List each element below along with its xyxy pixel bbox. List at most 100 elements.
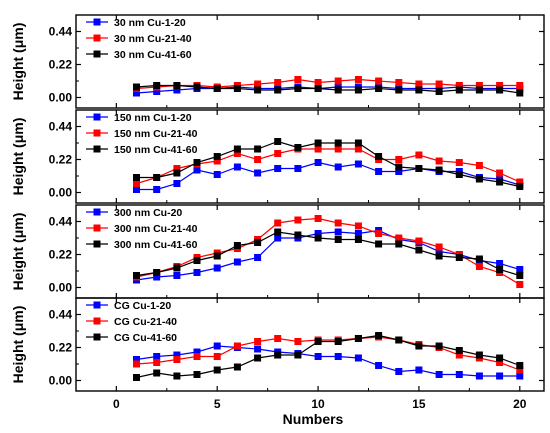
x-tick-label: 0 [113,397,120,411]
legend-label: CG Cu-21-40 [114,316,177,328]
x-axis-title: Numbers [283,411,344,427]
data-point [133,374,140,381]
data-point [455,171,463,178]
data-point [415,366,423,374]
data-point [233,363,241,371]
data-point [233,145,241,153]
data-point [375,240,383,248]
data-point [496,354,504,362]
data-point [254,239,262,246]
data-point [254,80,262,88]
data-point [153,273,161,281]
y-tick-label: 0.44 [49,308,73,322]
data-point [334,86,342,94]
panels-layer: 0.00 0.22 0.44 Height (μm) 30 nm Cu-1-20 30 n… [10,14,545,411]
data-point [415,165,423,172]
data-point [274,228,282,236]
data-point [213,85,221,92]
y-tick-label: 0.00 [49,91,73,105]
data-point [375,332,383,339]
data-point [415,80,423,88]
data-point [435,248,443,255]
data-point [274,165,282,172]
legend-label: 30 nm Cu-41-60 [114,49,192,61]
data-point [314,353,322,360]
data-point [455,254,463,261]
legend-label: 300 nm Cu-20 [114,207,182,219]
data-point [415,246,423,254]
data-point [153,369,161,377]
data-point [475,255,483,263]
data-point [133,174,140,181]
data-point [415,151,423,159]
legend-label: 150 nm Cu-21-40 [114,128,198,140]
data-point [314,338,322,345]
y-tick-label: 0.44 [49,120,73,134]
data-point [334,77,342,85]
data-point [435,252,443,260]
data-point [294,85,302,92]
data-point [435,342,443,350]
data-point [455,86,463,94]
y-tick-label: 0.44 [49,215,73,229]
data-point [334,145,342,153]
data-point [314,79,322,86]
legend-marker [93,145,101,153]
data-point [254,156,262,163]
data-point [354,222,362,230]
legend-marker [93,301,101,309]
data-point [153,82,161,89]
data-point [496,266,504,273]
y-tick-label: 0.22 [49,58,73,72]
data-point [274,335,282,342]
data-point [254,345,262,353]
data-point [354,236,362,243]
data-point [516,272,524,279]
data-point [314,215,322,222]
legend-marker [93,113,101,121]
data-point [153,359,161,366]
legend-marker [93,34,101,42]
data-point [233,342,241,350]
data-point [314,85,322,92]
data-point [133,89,140,97]
data-point [314,139,322,147]
data-point [274,219,282,227]
data-point [274,79,282,86]
y-tick-label: 0.00 [49,281,73,295]
data-point [435,80,443,88]
data-point [516,372,524,380]
data-point [173,272,181,279]
y-axis-title: Height (μm) [10,213,26,291]
data-point [435,243,443,251]
data-point [496,178,504,186]
data-point [435,371,443,378]
panel-2: 0.00 0.22 0.44 Height (μm) 150 nm Cu-1-20 150… [10,109,545,204]
data-point [496,82,504,89]
data-point [294,76,302,83]
data-point [173,264,181,272]
data-point [213,342,221,350]
data-point [334,139,342,147]
data-point [314,145,322,153]
data-point [516,281,524,288]
data-point [334,219,342,227]
data-point [516,183,524,190]
data-point [496,86,504,94]
data-point [375,153,383,160]
data-point [153,186,161,193]
data-point [395,168,403,175]
y-tick-label: 0.00 [49,186,73,200]
data-point [415,86,423,94]
legend-label: 300 nm Cu-21-40 [114,223,198,235]
y-tick-label: 0.22 [49,153,73,167]
data-point [314,234,322,242]
data-point [435,88,443,95]
data-point [213,264,221,272]
data-point [334,163,342,171]
y-axis-title: Height (μm) [10,23,26,101]
data-point [173,356,181,363]
data-point [475,86,483,94]
data-point [274,150,282,157]
data-point [254,254,262,261]
